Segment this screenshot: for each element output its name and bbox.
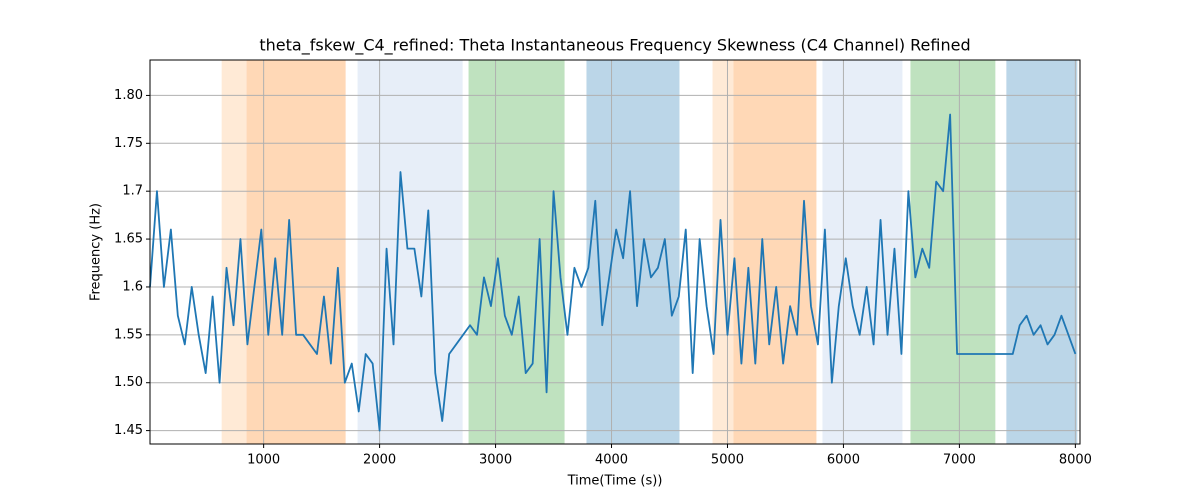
y-tick-label: 1.75 [114, 136, 143, 151]
span [246, 60, 346, 444]
line-series [149, 113, 1077, 432]
y-tick-label: 1.55 [114, 327, 143, 342]
x-tick-label: 4000 [595, 453, 628, 468]
span [822, 60, 903, 444]
x-axis-label: Time(Time (s)) [567, 474, 663, 489]
x-tick-label: 2000 [363, 453, 396, 468]
plot-frame [149, 59, 1081, 445]
x-tick-label: 1000 [247, 453, 280, 468]
y-tick-label: 1.80 [114, 88, 143, 103]
y-tick-label: 1.45 [114, 423, 143, 438]
span [1006, 60, 1078, 444]
span [910, 60, 996, 444]
chart-title: theta_fskew_C4_refined: Theta Instantane… [259, 36, 970, 56]
y-axis-label: Frequency (Hz) [89, 203, 104, 301]
x-tick-label: 6000 [827, 453, 860, 468]
span [221, 60, 247, 444]
y-tick-label: 1.65 [114, 232, 143, 247]
span [733, 60, 817, 444]
y-tick-label: 1.7 [122, 184, 143, 199]
span [357, 60, 463, 444]
y-tick-label: 1.6 [122, 279, 143, 294]
x-tick-label: 3000 [479, 453, 512, 468]
x-tick-label: 5000 [711, 453, 744, 468]
x-tick-label: 8000 [1059, 453, 1092, 468]
x-tick-label: 7000 [943, 453, 976, 468]
span [468, 60, 565, 444]
y-tick-label: 1.50 [114, 375, 143, 390]
